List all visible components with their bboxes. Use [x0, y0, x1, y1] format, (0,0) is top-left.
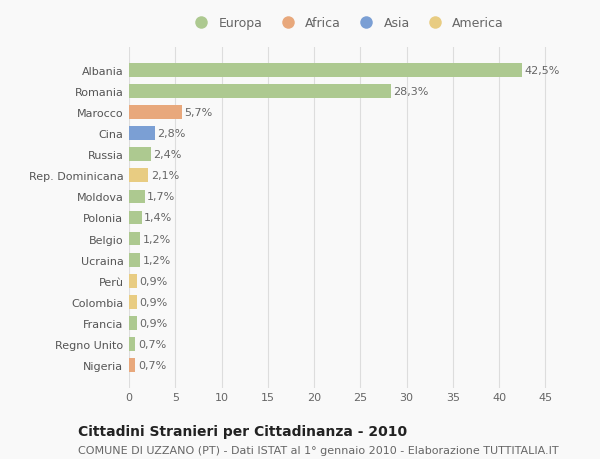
- Text: 2,8%: 2,8%: [157, 129, 185, 139]
- Text: 2,4%: 2,4%: [154, 150, 182, 160]
- Text: 0,9%: 0,9%: [140, 297, 168, 308]
- Text: 0,9%: 0,9%: [140, 276, 168, 286]
- Bar: [129, 317, 137, 330]
- Legend: Europa, Africa, Asia, America: Europa, Africa, Asia, America: [189, 17, 504, 30]
- Bar: [129, 190, 145, 204]
- Bar: [129, 169, 148, 183]
- Text: 28,3%: 28,3%: [393, 87, 428, 96]
- Text: 1,4%: 1,4%: [144, 213, 173, 223]
- Text: 1,2%: 1,2%: [142, 234, 170, 244]
- Bar: [129, 232, 140, 246]
- Text: 42,5%: 42,5%: [524, 66, 560, 75]
- Bar: [129, 296, 137, 309]
- Text: 2,1%: 2,1%: [151, 171, 179, 181]
- Bar: [129, 106, 182, 119]
- Text: 0,7%: 0,7%: [138, 340, 166, 349]
- Text: 1,2%: 1,2%: [142, 255, 170, 265]
- Bar: [129, 127, 155, 140]
- Text: 0,7%: 0,7%: [138, 361, 166, 370]
- Bar: [129, 338, 136, 351]
- Text: 1,7%: 1,7%: [147, 192, 175, 202]
- Bar: [129, 211, 142, 225]
- Bar: [129, 148, 151, 162]
- Text: 5,7%: 5,7%: [184, 108, 212, 118]
- Bar: [129, 359, 136, 372]
- Bar: [129, 253, 140, 267]
- Text: COMUNE DI UZZANO (PT) - Dati ISTAT al 1° gennaio 2010 - Elaborazione TUTTITALIA.: COMUNE DI UZZANO (PT) - Dati ISTAT al 1°…: [78, 445, 559, 455]
- Text: Cittadini Stranieri per Cittadinanza - 2010: Cittadini Stranieri per Cittadinanza - 2…: [78, 425, 407, 438]
- Text: 0,9%: 0,9%: [140, 319, 168, 328]
- Bar: [129, 274, 137, 288]
- Bar: [129, 64, 523, 77]
- Bar: [129, 85, 391, 98]
